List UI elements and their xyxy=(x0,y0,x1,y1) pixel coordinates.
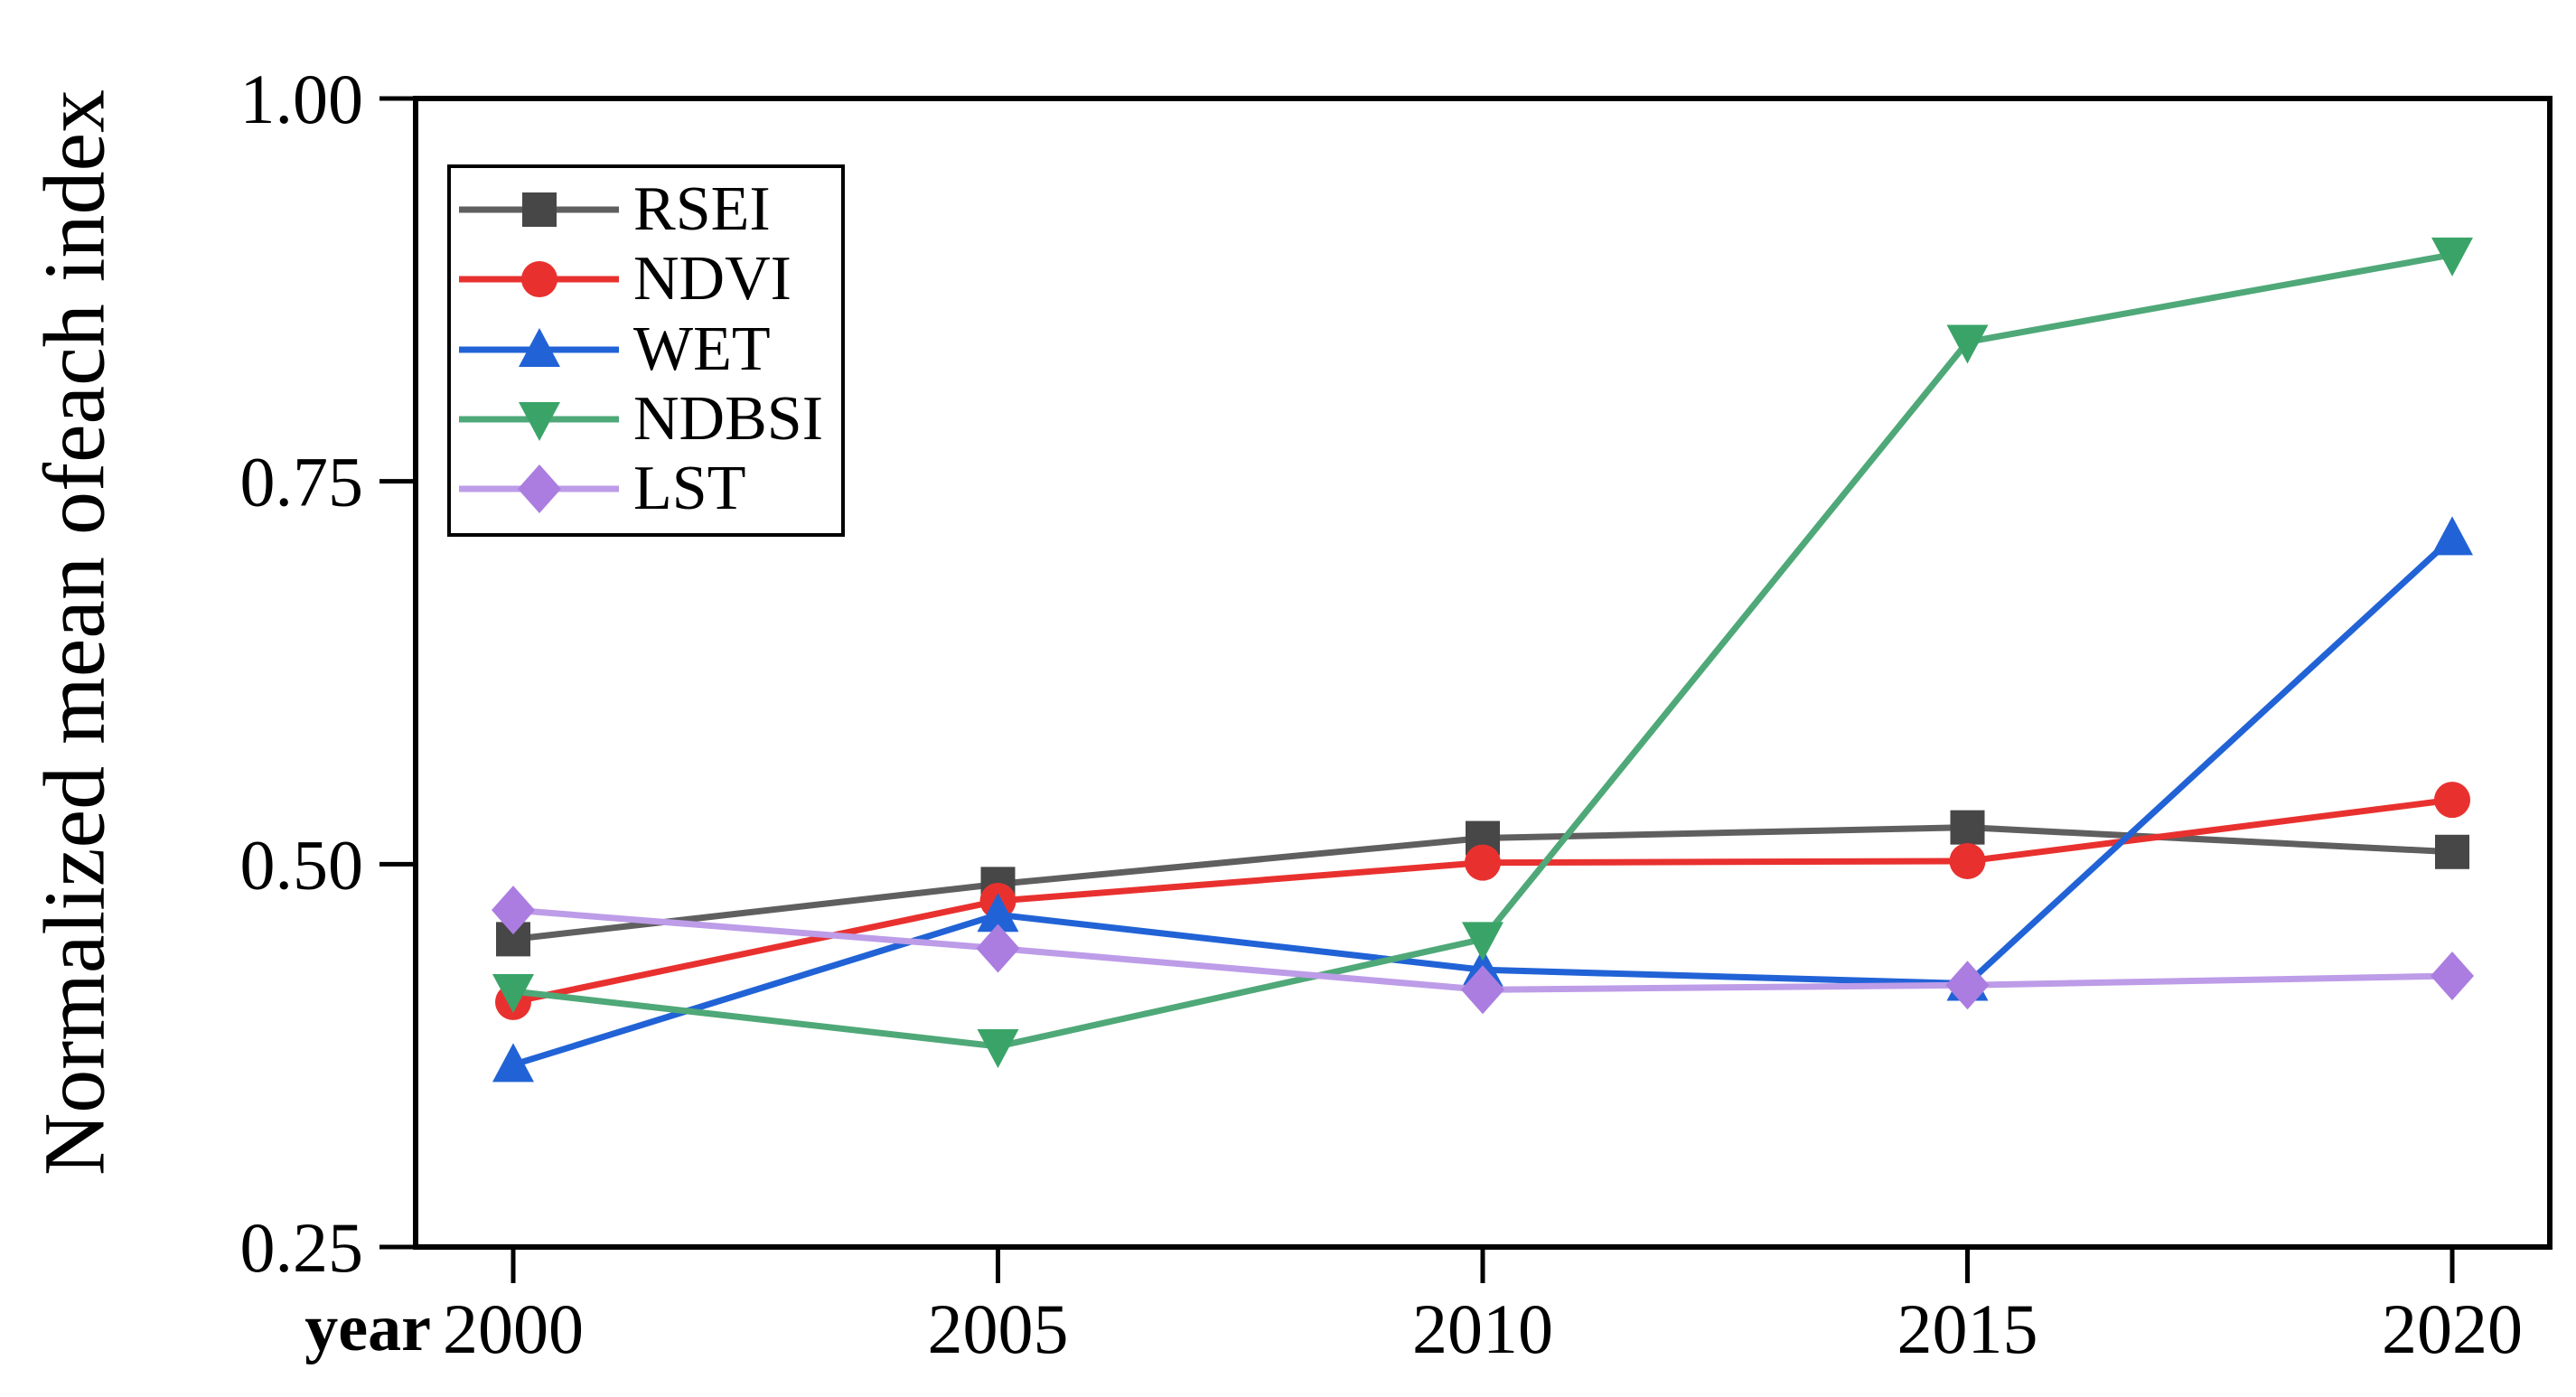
marker-ndbsi-2020 xyxy=(2431,237,2473,277)
marker-ndbsi-2005 xyxy=(977,1028,1019,1068)
legend-label-wet: WET xyxy=(633,314,771,384)
marker-ndbsi-2010 xyxy=(1462,922,1503,961)
legend-sample-wet xyxy=(459,327,619,367)
legend: RSEI NDVI WET NDBSI LST xyxy=(447,164,845,537)
marker-ndvi-2010 xyxy=(1465,844,1501,881)
x-axis-title: year xyxy=(304,1291,431,1365)
y-axis-title: Normalized mean ofeach index xyxy=(25,89,123,1177)
marker-rsei-2020 xyxy=(2435,834,2469,869)
legend-marker-ndvi xyxy=(521,261,557,298)
legend-sample-lst xyxy=(459,464,619,514)
legend-label-lst: LST xyxy=(633,454,746,524)
legend-marker-ndbsi xyxy=(519,401,560,441)
legend-sample-ndvi xyxy=(459,261,619,298)
y-tick-label-0.75: 0.75 xyxy=(240,443,364,521)
legend-item-wet: WET xyxy=(455,311,771,389)
legend-item-rsei: RSEI xyxy=(455,171,771,248)
legend-label-ndvi: NDVI xyxy=(633,244,792,314)
marker-ndbsi-2000 xyxy=(492,973,534,1013)
marker-wet-2020 xyxy=(2431,516,2473,556)
legend-marker-wet xyxy=(519,327,560,367)
legend-item-ndvi: NDVI xyxy=(455,240,792,318)
marker-lst-2005 xyxy=(976,924,1020,973)
marker-ndvi-2015 xyxy=(1949,842,1986,879)
marker-lst-2010 xyxy=(1461,965,1504,1015)
marker-wet-2005 xyxy=(977,893,1019,933)
x-tick-label-2015: 2015 xyxy=(1897,1289,2038,1368)
legend-sample-rsei xyxy=(459,192,619,227)
legend-marker-lst xyxy=(518,464,561,514)
legend-label-ndbsi: NDBSI xyxy=(633,383,824,454)
legend-marker-rsei xyxy=(522,192,557,227)
marker-ndbsi-2015 xyxy=(1946,324,1989,364)
legend-label-rsei: RSEI xyxy=(633,174,771,244)
marker-lst-2000 xyxy=(492,886,535,935)
x-tick-label-2010: 2010 xyxy=(1412,1289,1553,1368)
marker-ndvi-2020 xyxy=(2434,782,2470,819)
marker-lst-2015 xyxy=(1945,961,1990,1010)
y-tick-label-0.25: 0.25 xyxy=(240,1208,364,1287)
marker-rsei-2015 xyxy=(1950,810,1985,845)
y-tick-label-0.50: 0.50 xyxy=(240,825,364,904)
legend-item-ndbsi: NDBSI xyxy=(455,380,823,458)
legend-sample-ndbsi xyxy=(459,401,619,441)
marker-wet-2000 xyxy=(492,1043,534,1083)
marker-lst-2020 xyxy=(2431,952,2474,1001)
x-tick-label-2020: 2020 xyxy=(2382,1289,2523,1368)
x-tick-label-2005: 2005 xyxy=(928,1289,1069,1368)
x-tick-label-2000: 2000 xyxy=(443,1289,584,1368)
legend-item-lst: LST xyxy=(455,450,745,528)
plot-frame xyxy=(413,96,2553,1250)
y-tick-label-1.00: 1.00 xyxy=(240,60,364,138)
